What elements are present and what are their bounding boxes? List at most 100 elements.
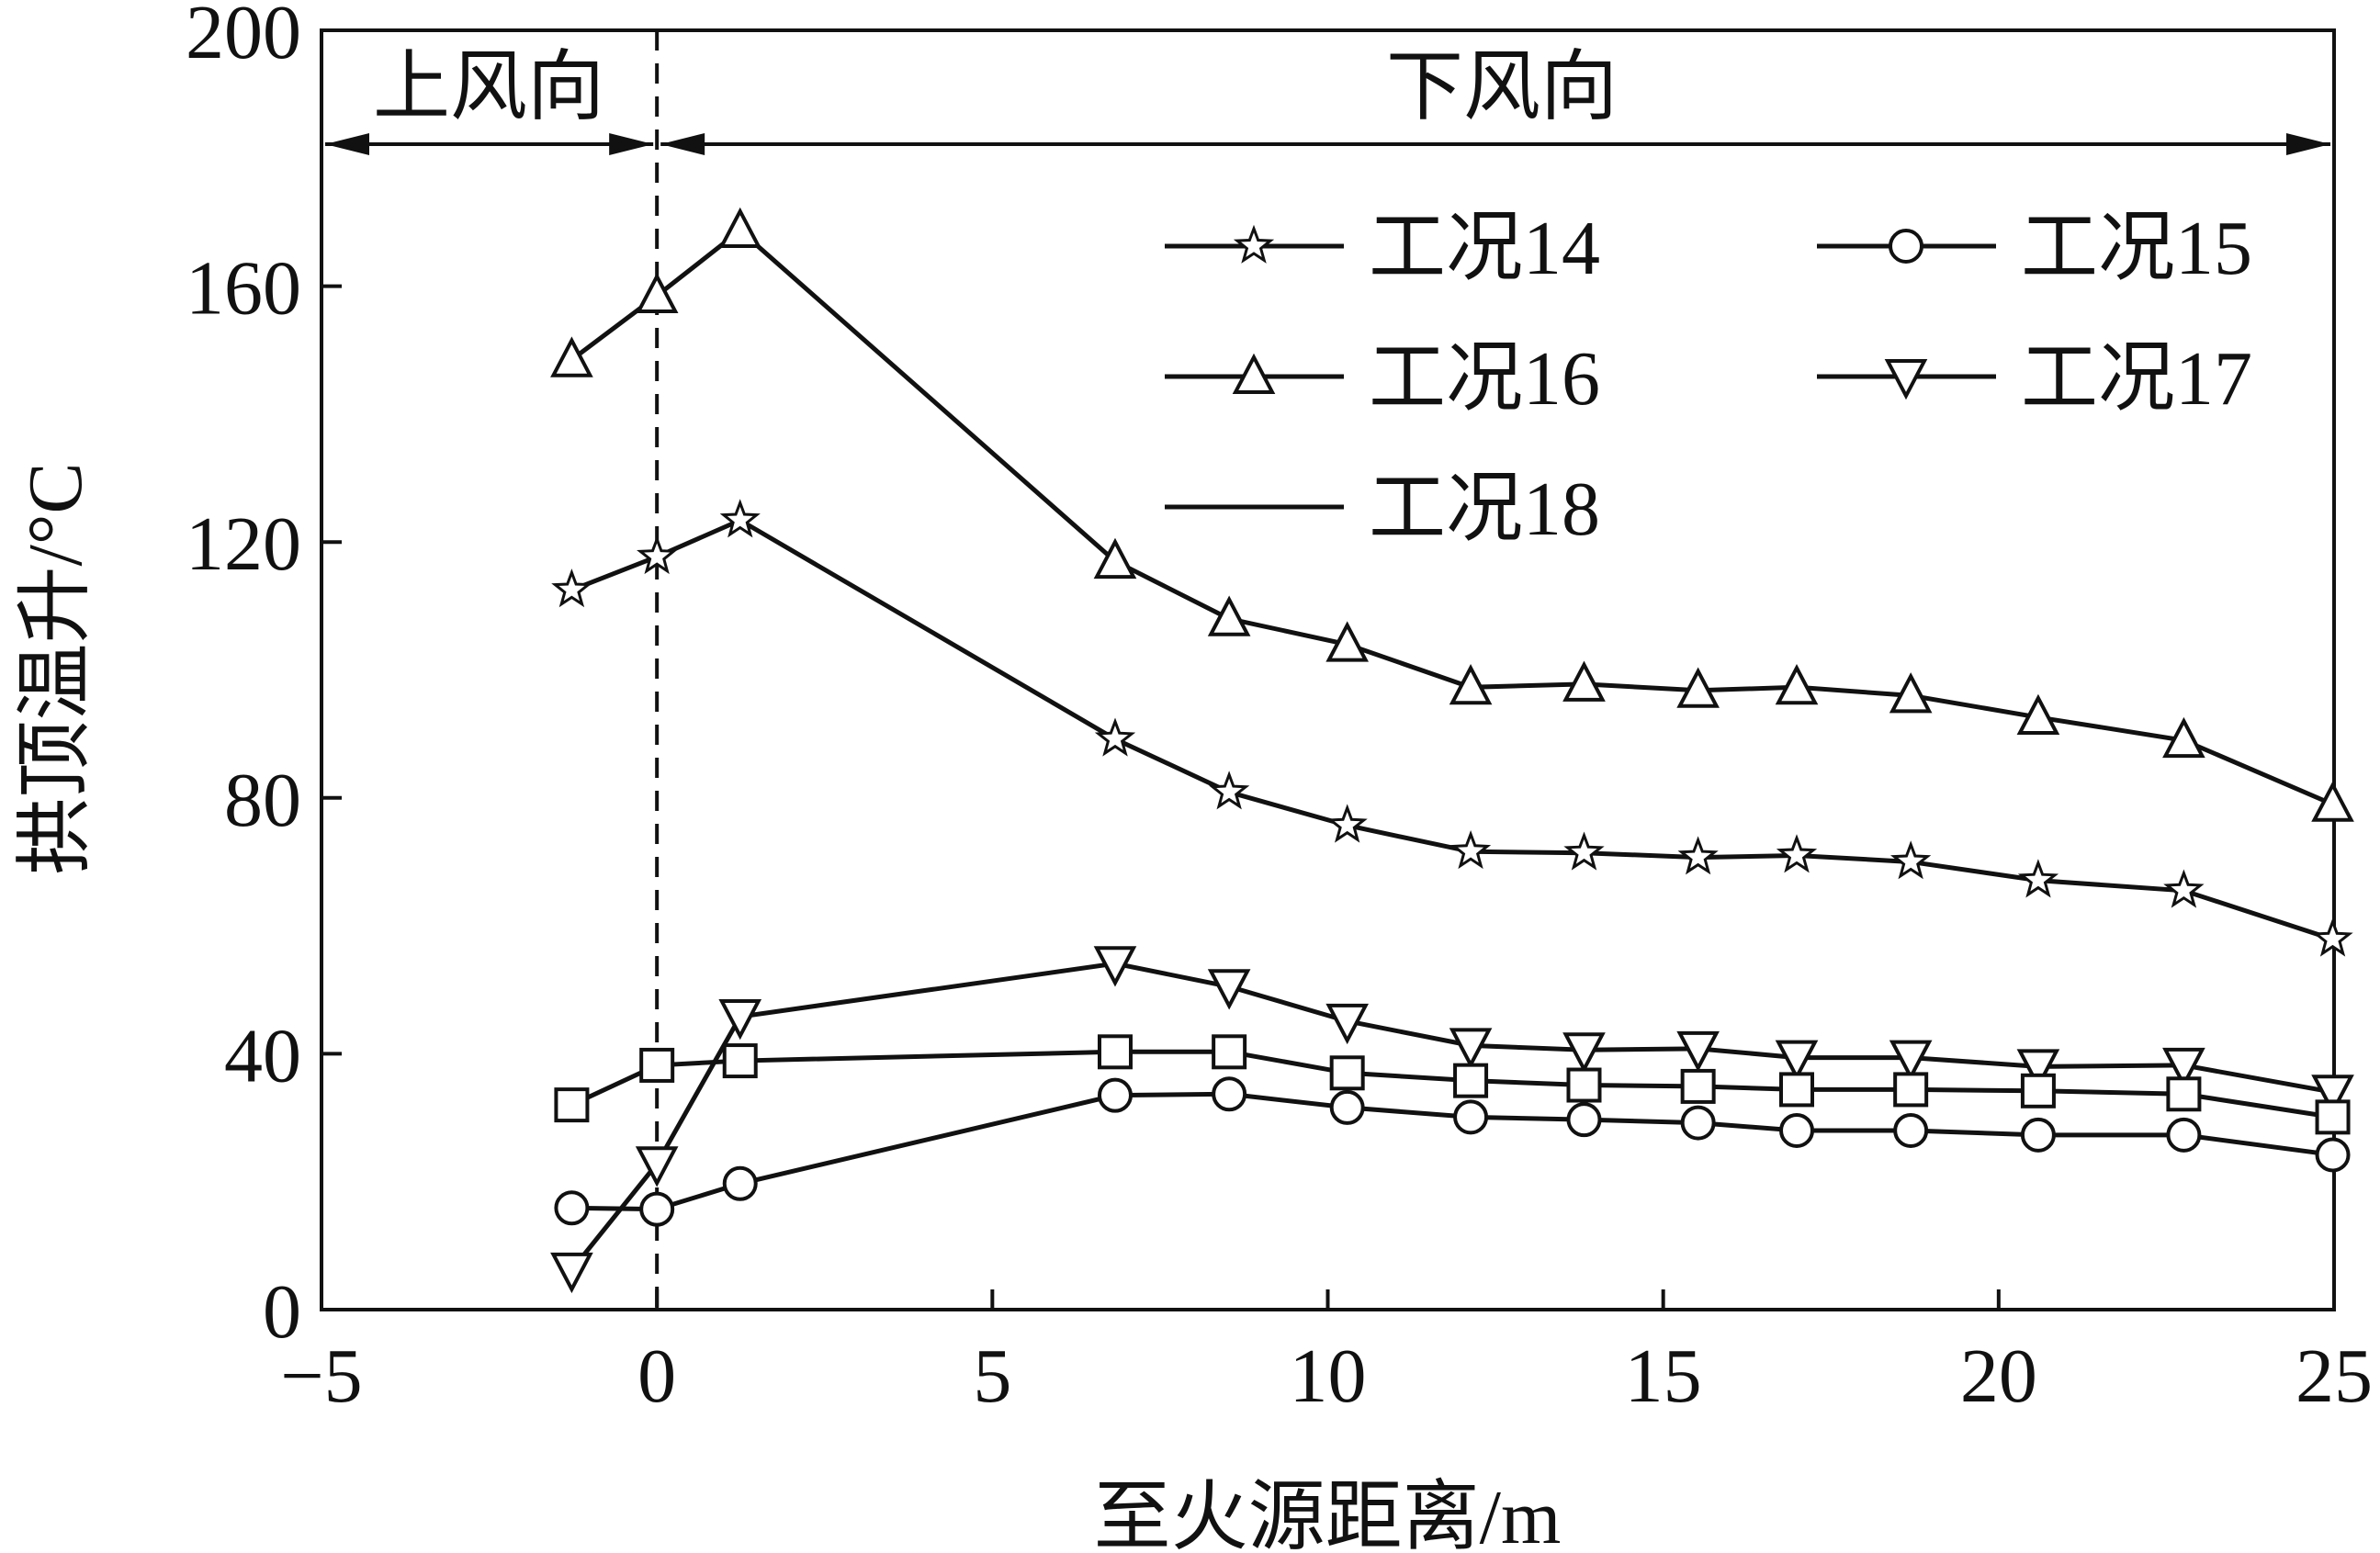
data-point-triangle-up	[635, 272, 679, 314]
legend-marker-circle	[1889, 229, 1923, 264]
data-point-triangle-down	[2311, 1075, 2354, 1116]
data-point-triangle-up	[1093, 537, 1137, 580]
data-point-triangle-up	[2162, 716, 2205, 759]
data-point-square	[2166, 1076, 2202, 1112]
data-point-circle	[554, 1190, 590, 1226]
series-工况14	[551, 499, 2353, 957]
downwind-label: 下风向	[1386, 45, 1618, 130]
data-point-triangle-down	[1325, 1003, 1369, 1045]
data-point-square	[722, 1043, 758, 1079]
series-工况15	[554, 1076, 2351, 1227]
y-tick-label: 120	[186, 501, 301, 587]
data-point-star	[551, 568, 592, 608]
data-point-square	[1097, 1034, 1133, 1070]
data-point-circle	[1893, 1112, 1929, 1148]
x-tick-label: 15	[1625, 1334, 1702, 1419]
upwind-arrowhead-left	[325, 133, 369, 155]
data-point-triangle-down	[550, 1252, 593, 1294]
data-point-square	[1893, 1072, 1929, 1108]
data-point-square	[2315, 1099, 2351, 1135]
legend-marker-triangle-down	[1884, 359, 1928, 400]
data-point-star	[2163, 869, 2205, 908]
data-point-triangle-up	[1775, 664, 1819, 705]
y-tick-label: 0	[263, 1269, 301, 1355]
data-point-square	[2020, 1073, 2056, 1108]
y-tick-label: 40	[224, 1013, 301, 1098]
data-point-triangle-down	[1449, 1028, 1493, 1069]
data-point-star	[1563, 831, 1605, 871]
y-tick-label: 160	[186, 246, 301, 332]
data-point-circle	[2166, 1117, 2202, 1153]
data-point-triangle-down	[2016, 1049, 2060, 1090]
data-point-triangle-up	[1562, 660, 1606, 702]
data-point-triangle-down	[718, 999, 762, 1041]
x-tick-label: −5	[280, 1334, 362, 1419]
series-line	[570, 227, 2334, 807]
series-group	[550, 207, 2354, 1294]
annotations	[325, 30, 2330, 1310]
data-point-star	[1677, 836, 1719, 875]
data-point-square	[639, 1047, 675, 1083]
data-point-circle	[1453, 1099, 1489, 1135]
legend-marker-star	[1233, 224, 1275, 264]
x-tick-label: 0	[637, 1334, 676, 1419]
data-point-triangle-down	[2162, 1047, 2205, 1089]
data-point-circle	[1779, 1112, 1815, 1148]
data-point-square	[1566, 1067, 1602, 1103]
series-line	[570, 961, 2333, 1272]
data-point-star	[1326, 804, 1368, 843]
data-point-circle	[1566, 1102, 1602, 1138]
x-tick-label: 10	[1290, 1334, 1367, 1419]
data-point-triangle-down	[1676, 1030, 1720, 1073]
data-point-star	[1890, 840, 1932, 880]
data-point-triangle-up	[1207, 595, 1251, 636]
data-point-triangle-up	[2311, 781, 2354, 822]
data-point-triangle-down	[1775, 1040, 1819, 1081]
legend-marker-triangle-up	[1232, 353, 1276, 394]
data-point-triangle-up	[1889, 672, 1933, 714]
data-point-star	[2312, 917, 2353, 957]
legend-label: 工况18	[1369, 467, 1600, 552]
legend-label: 工况17	[2021, 336, 2252, 422]
data-point-circle	[1212, 1076, 1247, 1112]
data-point-circle	[2020, 1117, 2056, 1153]
legend-entry: 工况17	[1817, 336, 2252, 422]
x-tick-label: 20	[1960, 1334, 2037, 1419]
upwind-label: 上风向	[373, 45, 604, 130]
data-point-circle	[1097, 1077, 1133, 1113]
series-工况16	[550, 207, 2354, 822]
data-point-star	[1209, 771, 1250, 810]
downwind-arrowhead-right	[2286, 133, 2330, 155]
data-point-triangle-down	[1207, 969, 1251, 1010]
data-point-triangle-up	[1449, 664, 1493, 705]
y-tick-label: 200	[186, 0, 301, 75]
legend-label: 工况14	[1369, 206, 1600, 291]
downwind-arrowhead-left	[660, 133, 705, 155]
x-tick-label: 5	[973, 1334, 1011, 1419]
legend-label: 工况16	[1369, 336, 1600, 422]
y-tick-label: 80	[224, 758, 301, 843]
legend: 工况14 工况15 工况16 工况17 工况18	[1165, 206, 2252, 552]
data-point-square	[1329, 1055, 1365, 1091]
data-point-triangle-down	[635, 1146, 679, 1187]
data-point-triangle-up	[718, 207, 762, 249]
series-line	[570, 1049, 2333, 1120]
data-point-triangle-up	[1325, 621, 1369, 662]
data-point-circle	[2315, 1137, 2351, 1173]
data-point-square	[1680, 1068, 1716, 1104]
data-point-triangle-up	[1676, 667, 1720, 708]
legend-entry: 工况16	[1165, 336, 1600, 422]
data-point-star	[1094, 717, 1136, 757]
data-point-star	[1776, 834, 1818, 873]
series-工况18	[554, 1034, 2351, 1135]
series-line	[570, 517, 2334, 942]
upwind-arrowhead-right	[609, 133, 654, 155]
data-point-square	[1779, 1072, 1815, 1108]
data-point-star	[1449, 830, 1492, 870]
data-point-star	[637, 535, 678, 575]
legend-label: 工况15	[2021, 206, 2252, 291]
series-工况17	[550, 946, 2354, 1294]
data-point-triangle-down	[1562, 1032, 1606, 1074]
data-point-circle	[1329, 1089, 1365, 1125]
